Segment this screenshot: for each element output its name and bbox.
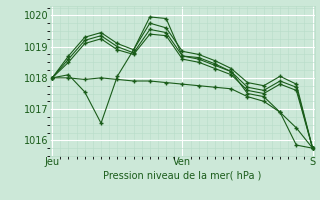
X-axis label: Pression niveau de la mer( hPa ): Pression niveau de la mer( hPa ) [103,170,261,180]
